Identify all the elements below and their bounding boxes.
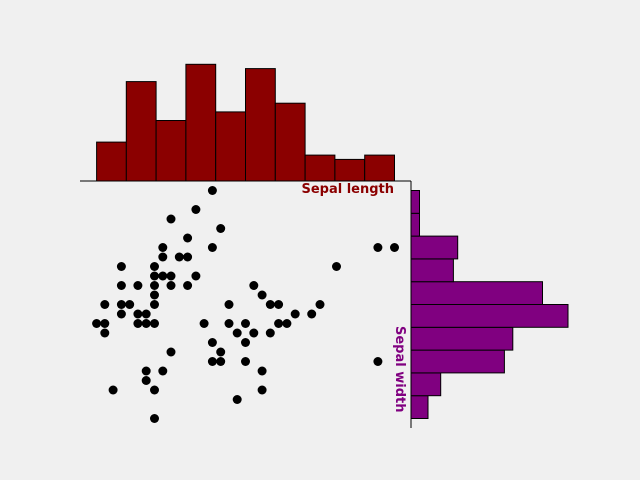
histogram-bar bbox=[334, 158, 366, 182]
histogram-bar bbox=[410, 281, 543, 306]
scatter-point bbox=[92, 319, 102, 328]
scatter-point bbox=[150, 281, 159, 290]
scatter-point bbox=[183, 281, 193, 290]
scatter-point bbox=[257, 366, 267, 376]
scatter-point bbox=[150, 271, 159, 281]
scatter-point bbox=[216, 224, 226, 233]
scatter-point bbox=[282, 319, 292, 328]
scatter-point bbox=[166, 271, 176, 281]
scatter-point bbox=[207, 243, 217, 252]
scatter-point bbox=[108, 385, 118, 395]
histogram-bar bbox=[410, 212, 420, 237]
scatter-point bbox=[207, 338, 217, 347]
scatter-points bbox=[92, 186, 399, 423]
histogram-bar bbox=[125, 81, 157, 182]
scatter-point bbox=[332, 262, 341, 271]
scatter-point bbox=[224, 300, 234, 309]
histogram-bar bbox=[155, 120, 187, 182]
histogram-bar bbox=[304, 154, 336, 182]
scatter-point bbox=[216, 347, 226, 357]
scatter-point bbox=[191, 205, 201, 214]
scatter-point bbox=[290, 309, 300, 319]
scatter-point bbox=[158, 243, 168, 252]
histogram-bar bbox=[185, 63, 217, 182]
scatter-point bbox=[232, 328, 242, 338]
scatter-point bbox=[373, 357, 383, 366]
scatter-point bbox=[158, 271, 168, 281]
histogram-bar bbox=[96, 141, 127, 182]
scatter-point bbox=[116, 262, 126, 271]
scatter-point bbox=[241, 319, 250, 328]
histogram-bar bbox=[410, 395, 429, 420]
histogram-bar bbox=[410, 304, 569, 328]
sepal-length-histogram bbox=[96, 63, 396, 182]
scatter-point bbox=[133, 319, 143, 328]
scatter-point bbox=[241, 338, 250, 347]
scatter-point bbox=[265, 328, 275, 338]
scatter-point bbox=[207, 357, 217, 366]
histogram-bar bbox=[274, 102, 306, 182]
scatter-point bbox=[274, 319, 284, 328]
x-axis-label: Sepal length bbox=[301, 182, 394, 197]
scatter-point bbox=[125, 300, 135, 309]
histogram-bar bbox=[215, 111, 246, 182]
scatter-point bbox=[116, 281, 126, 290]
scatter-point bbox=[315, 300, 325, 309]
scatter-point bbox=[158, 252, 168, 262]
scatter-point bbox=[100, 319, 110, 328]
scatter-point bbox=[249, 328, 259, 338]
scatter-point bbox=[166, 347, 176, 357]
histogram-bar bbox=[410, 190, 420, 214]
scatter-point bbox=[199, 319, 209, 328]
scatter-point bbox=[183, 252, 193, 262]
scatter-point bbox=[265, 300, 275, 309]
sepal-width-histogram bbox=[410, 190, 569, 420]
y-axis-label: Sepal width bbox=[392, 326, 407, 412]
histogram-bar bbox=[245, 68, 276, 182]
scatter-point bbox=[150, 300, 159, 309]
scatter-point bbox=[191, 271, 201, 281]
scatter-point bbox=[141, 319, 151, 328]
histogram-bar bbox=[410, 258, 454, 283]
scatter-point bbox=[166, 214, 176, 224]
histogram-bar bbox=[410, 372, 442, 397]
scatter-point bbox=[216, 357, 226, 366]
histogram-bar bbox=[410, 235, 459, 260]
scatter-point bbox=[257, 385, 267, 395]
scatter-point bbox=[274, 300, 284, 309]
scatter-point bbox=[174, 252, 184, 262]
histogram-bar bbox=[364, 154, 396, 182]
scatter-point bbox=[141, 376, 151, 385]
scatter-point bbox=[133, 309, 143, 319]
scatter-point bbox=[307, 309, 317, 319]
scatter-point bbox=[116, 300, 126, 309]
scatter-point bbox=[249, 281, 259, 290]
scatter-point bbox=[183, 233, 193, 243]
scatter-point bbox=[158, 366, 168, 376]
scatter-point bbox=[116, 309, 126, 319]
scatter-point bbox=[241, 357, 250, 366]
scatter-point bbox=[150, 414, 159, 423]
scatter-point bbox=[150, 290, 159, 300]
scatter-point bbox=[141, 366, 151, 376]
scatter-point bbox=[224, 319, 234, 328]
histogram-bar bbox=[410, 349, 505, 374]
scatter-point bbox=[232, 395, 242, 404]
scatter-point bbox=[150, 319, 159, 328]
scatter-point bbox=[166, 281, 176, 290]
scatter-point bbox=[100, 300, 110, 309]
scatter-point bbox=[373, 243, 383, 252]
scatter-point bbox=[150, 262, 159, 271]
scatter-point bbox=[150, 385, 159, 395]
scatter-point bbox=[207, 186, 217, 195]
scatter-point bbox=[141, 309, 151, 319]
scatter-point bbox=[100, 328, 110, 338]
scatter-point bbox=[390, 243, 399, 252]
scatter-point bbox=[133, 281, 143, 290]
scatter-point bbox=[257, 290, 267, 300]
histogram-bar bbox=[410, 326, 514, 351]
